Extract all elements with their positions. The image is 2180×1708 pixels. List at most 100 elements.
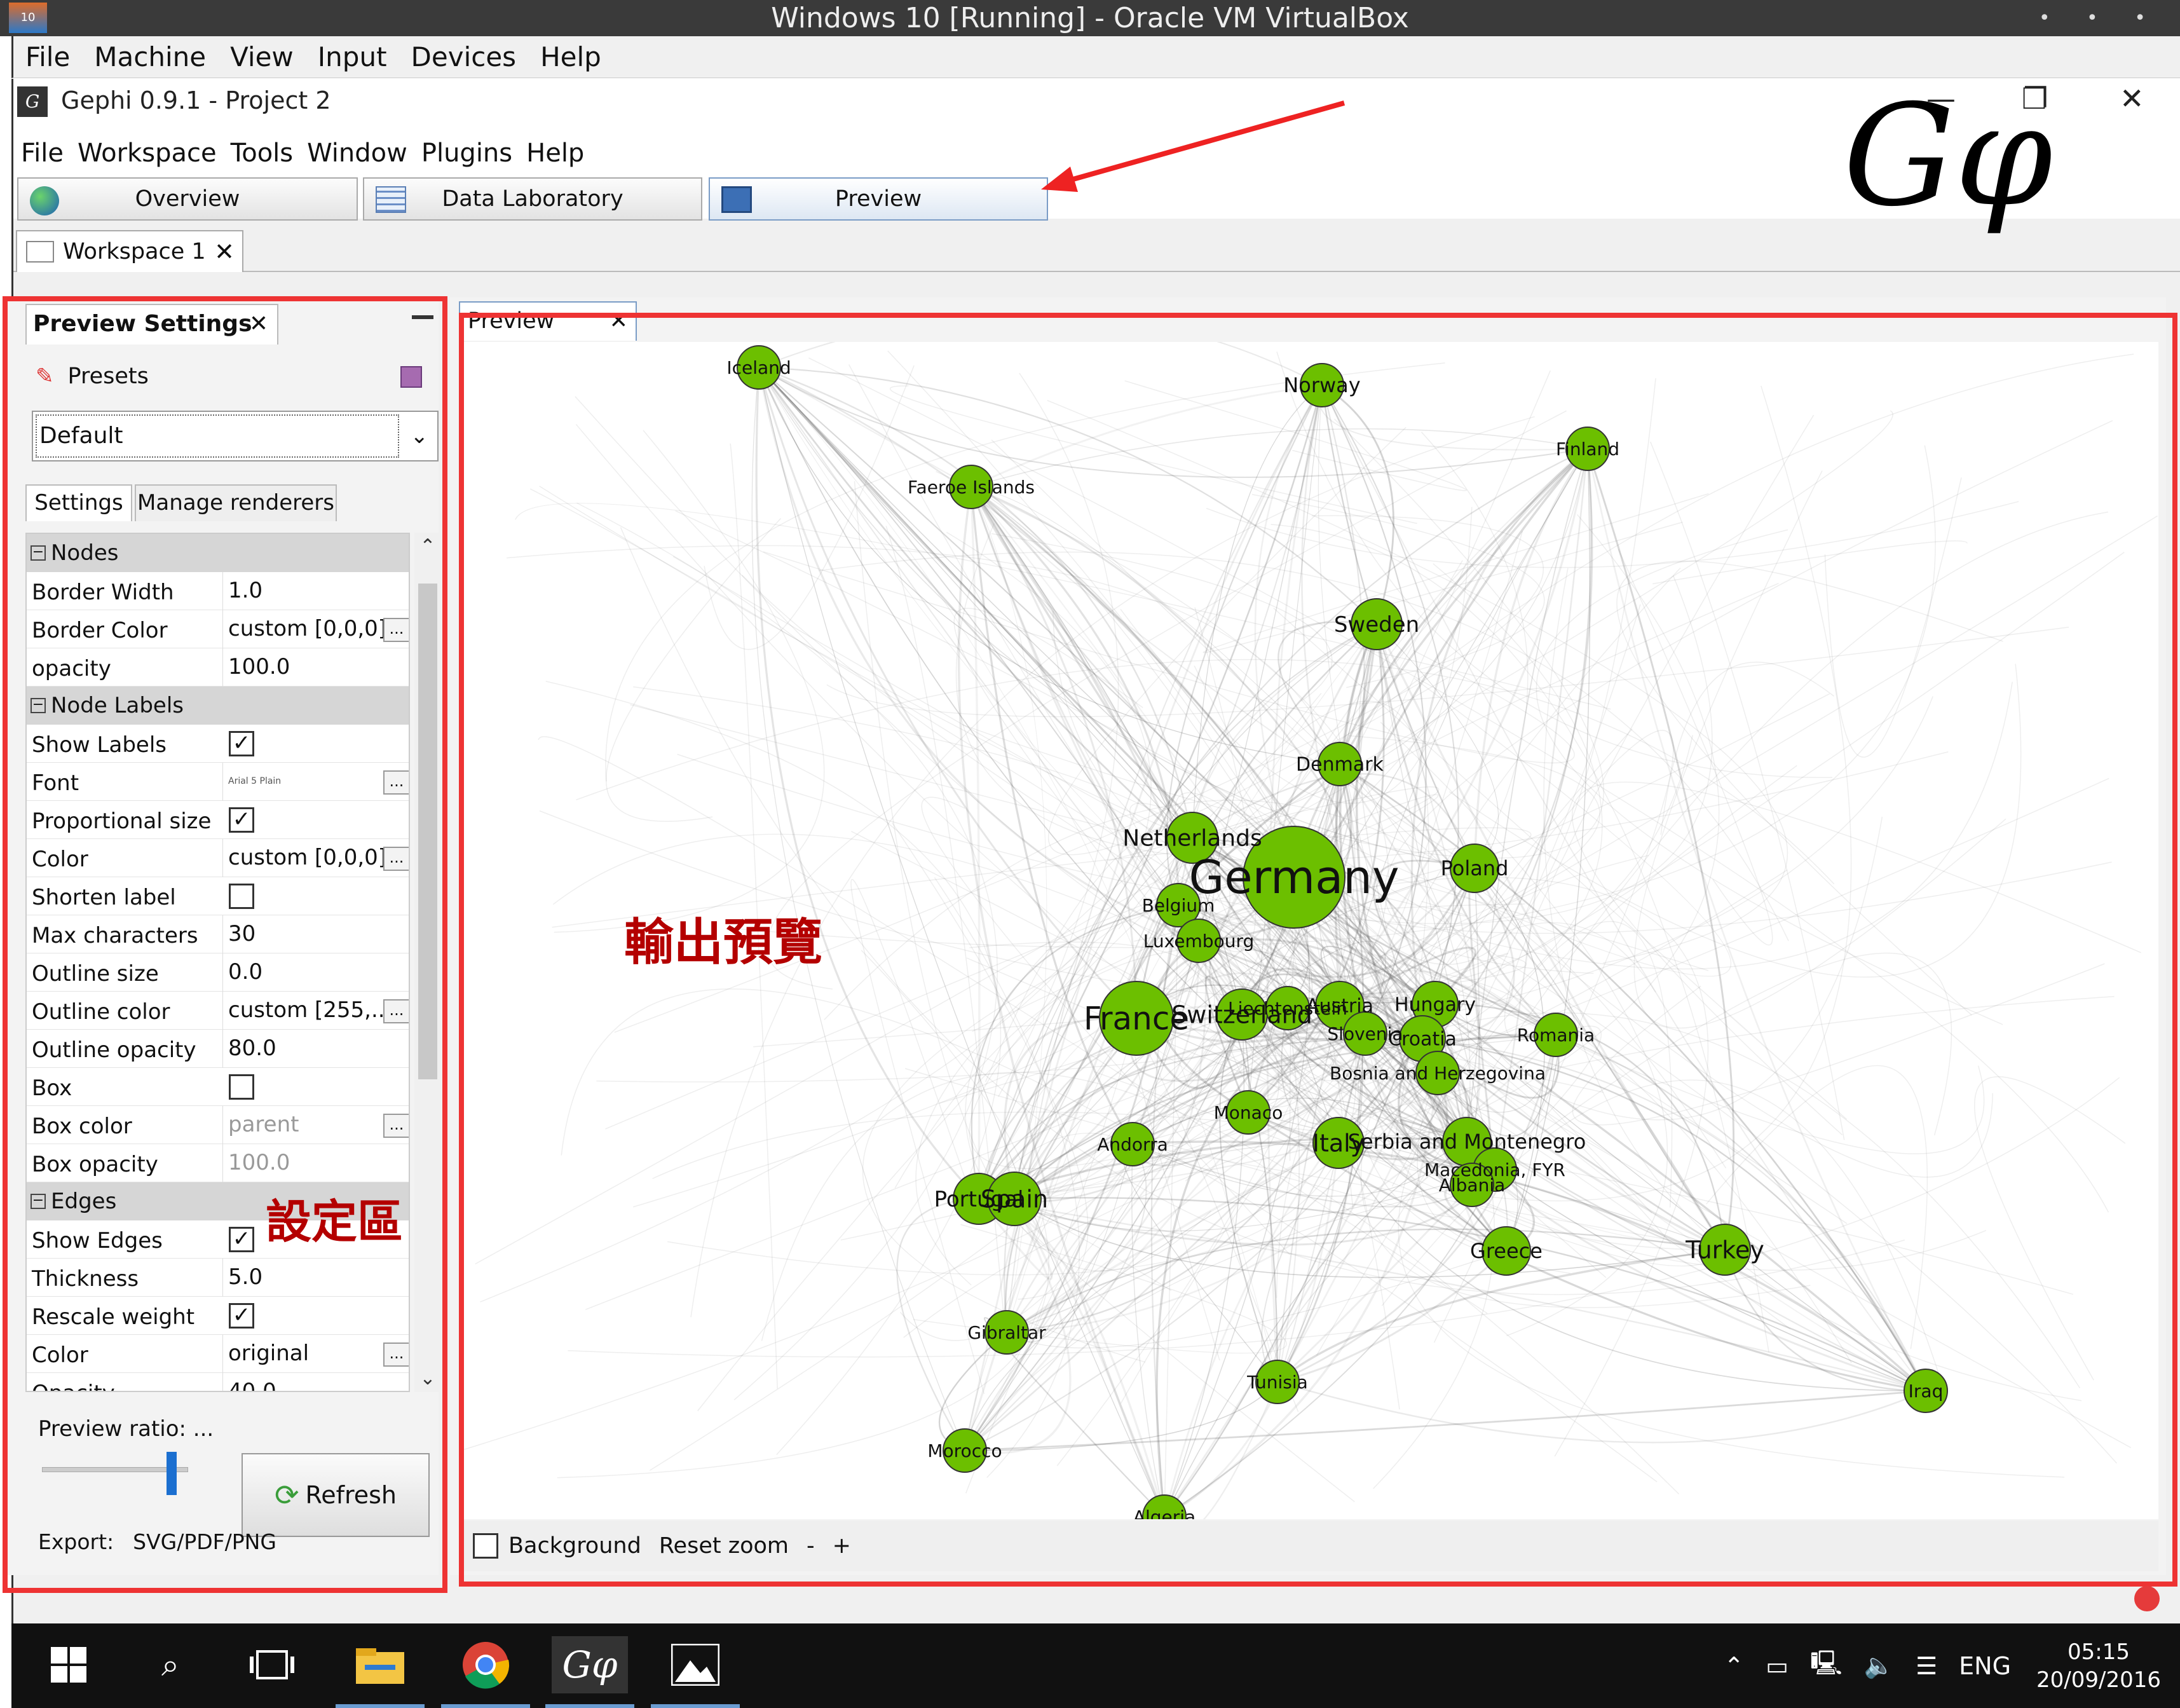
show-edges-checkbox[interactable]: ✓ — [229, 1227, 254, 1252]
outline-opacity-field[interactable]: 80.0 — [222, 1030, 409, 1068]
scrollbar-thumb[interactable] — [418, 584, 437, 1079]
save-preset-icon[interactable] — [400, 366, 422, 388]
node-turkey[interactable] — [1699, 1224, 1751, 1276]
preview-settings-tab[interactable]: Preview Settings ✕ — [25, 304, 278, 345]
show-labels-checkbox[interactable]: ✓ — [229, 731, 254, 756]
preview-button[interactable]: Preview — [709, 177, 1048, 221]
close-tab-icon[interactable]: ✕ — [214, 238, 235, 266]
border-width-field[interactable]: 1.0 — [222, 572, 409, 610]
vbox-menu-machine[interactable]: Machine — [94, 41, 207, 72]
node-tunisia[interactable] — [1255, 1360, 1300, 1404]
rescale-weight-checkbox[interactable]: ✓ — [229, 1303, 254, 1329]
maximize-icon[interactable]: ❐ — [2022, 81, 2048, 116]
ellipsis-button[interactable]: ... — [383, 999, 409, 1023]
reset-zoom-button[interactable]: Reset zoom — [658, 1533, 789, 1559]
tab-settings[interactable]: Settings — [25, 484, 132, 521]
export-formats-link[interactable]: SVG/PDF/PNG — [133, 1529, 276, 1554]
preset-select[interactable]: Default ⌄ — [32, 411, 439, 461]
zoom-in-button[interactable]: + — [832, 1533, 851, 1559]
menu-tools[interactable]: Tools — [230, 139, 294, 168]
show-hidden-icons[interactable]: ⌃ — [1724, 1651, 1745, 1680]
node-bosnia-and-herzegovina[interactable] — [1415, 1051, 1460, 1095]
preview-canvas[interactable]: Iceland Norway Finland Faeroe Islands Sweden… — [460, 342, 2158, 1519]
language-indicator[interactable]: ENG — [1959, 1651, 2012, 1680]
search-icon[interactable]: ⌕ — [161, 1646, 179, 1683]
gephi-taskbar-icon[interactable]: Gφ — [552, 1636, 628, 1693]
node-liechtenstein[interactable] — [1265, 986, 1310, 1030]
notifications-icon[interactable]: ☰ — [1916, 1651, 1938, 1680]
node-monaco[interactable] — [1226, 1090, 1271, 1135]
windows-start-icon[interactable] — [37, 1636, 100, 1693]
node-denmark[interactable] — [1318, 742, 1362, 786]
node-finland[interactable] — [1565, 427, 1610, 471]
vbox-window-controls[interactable]: • • • — [2038, 7, 2161, 29]
node-italy[interactable] — [1312, 1117, 1365, 1169]
menu-plugins[interactable]: Plugins — [421, 139, 513, 168]
node-iceland[interactable] — [737, 345, 781, 390]
vbox-menu-view[interactable]: View — [230, 41, 294, 72]
max-characters-field[interactable]: 30 — [222, 915, 409, 953]
file-explorer-icon[interactable] — [342, 1636, 418, 1693]
close-tab-icon[interactable]: ✕ — [609, 308, 628, 334]
node-gibraltar[interactable] — [984, 1310, 1029, 1355]
opacity-field[interactable]: 100.0 — [222, 648, 409, 687]
minimize-icon[interactable]: — — [1926, 81, 1956, 116]
shorten-label-checkbox[interactable] — [229, 884, 254, 909]
node-netherlands[interactable] — [1166, 812, 1218, 864]
font-field[interactable]: Arial 5 Plain — [222, 763, 409, 801]
node-slovenia[interactable] — [1343, 1011, 1387, 1056]
ellipsis-button[interactable]: ... — [383, 618, 409, 642]
minimize-panel-icon[interactable] — [412, 315, 433, 319]
collapse-icon[interactable]: − — [31, 698, 46, 713]
chrome-icon[interactable] — [447, 1636, 524, 1693]
network-graph[interactable]: Iceland Norway Finland Faeroe Islands Sweden… — [460, 342, 2158, 1519]
property-scrollbar[interactable]: ⌃ ⌄ — [414, 533, 441, 1392]
node-andorra[interactable] — [1110, 1122, 1155, 1166]
menu-workspace[interactable]: Workspace — [77, 139, 217, 168]
node-iraq[interactable] — [1904, 1369, 1948, 1413]
tab-manage-renderers[interactable]: Manage renderers — [135, 484, 337, 521]
node-spain[interactable] — [987, 1172, 1042, 1226]
category-node-labels[interactable]: − Node Labels — [27, 687, 409, 725]
node-greece[interactable] — [1482, 1226, 1531, 1276]
label-color-field[interactable]: custom [0,0,0] — [222, 839, 409, 877]
scroll-down-icon[interactable]: ⌄ — [419, 1367, 436, 1390]
node-morocco[interactable] — [943, 1428, 987, 1473]
thickness-field[interactable]: 5.0 — [222, 1259, 409, 1297]
close-icon[interactable]: ✕ — [2120, 81, 2144, 116]
border-color-field[interactable]: custom [0,0,0] — [222, 610, 409, 648]
node-romania[interactable] — [1534, 1013, 1578, 1057]
node-albania[interactable] — [1450, 1163, 1494, 1207]
node-france[interactable] — [1099, 981, 1174, 1056]
category-edges[interactable]: − Edges — [27, 1182, 409, 1220]
node-norway[interactable] — [1300, 363, 1344, 407]
volume-icon[interactable]: 🔈 — [1863, 1651, 1895, 1679]
preview-tab[interactable]: Preview ✕ — [459, 301, 637, 341]
node-poland[interactable] — [1450, 844, 1499, 893]
zoom-out-button[interactable]: - — [807, 1533, 815, 1559]
box-color-field[interactable]: parent — [222, 1106, 409, 1144]
clock[interactable]: 05:15 20/09/2016 — [2036, 1638, 2161, 1694]
ellipsis-button[interactable]: ... — [383, 1342, 409, 1367]
node-faeroe-islands[interactable] — [949, 465, 993, 509]
menu-window[interactable]: Window — [307, 139, 407, 168]
menu-help[interactable]: Help — [526, 139, 585, 168]
battery-icon[interactable]: ▭ — [1766, 1651, 1789, 1680]
outline-color-field[interactable]: custom [255,... — [222, 992, 409, 1030]
ellipsis-button[interactable]: ... — [383, 770, 409, 795]
photos-icon[interactable] — [657, 1636, 733, 1693]
vbox-menu-input[interactable]: Input — [317, 41, 387, 72]
error-indicator-icon[interactable] — [2134, 1586, 2160, 1611]
node-luxembourg[interactable] — [1176, 919, 1221, 963]
close-panel-icon[interactable]: ✕ — [249, 311, 268, 337]
background-checkbox[interactable] — [473, 1533, 498, 1559]
outline-size-field[interactable]: 0.0 — [222, 953, 409, 992]
node-algeria[interactable] — [1142, 1494, 1187, 1519]
ellipsis-button[interactable]: ... — [383, 1114, 409, 1138]
node-sweden[interactable] — [1351, 598, 1403, 650]
ellipsis-button[interactable]: ... — [383, 847, 409, 871]
menu-file[interactable]: File — [21, 139, 64, 168]
scroll-up-icon[interactable]: ⌃ — [419, 535, 436, 557]
data-laboratory-button[interactable]: Data Laboratory — [363, 177, 702, 221]
vbox-menu-help[interactable]: Help — [540, 41, 601, 72]
